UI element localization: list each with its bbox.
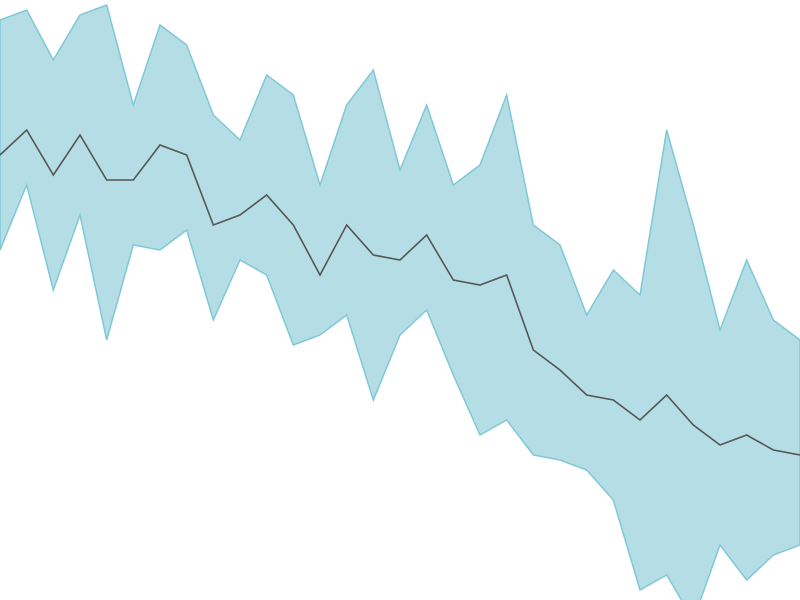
confidence-band <box>0 5 800 600</box>
chart-svg <box>0 0 800 600</box>
band-chart <box>0 0 800 600</box>
